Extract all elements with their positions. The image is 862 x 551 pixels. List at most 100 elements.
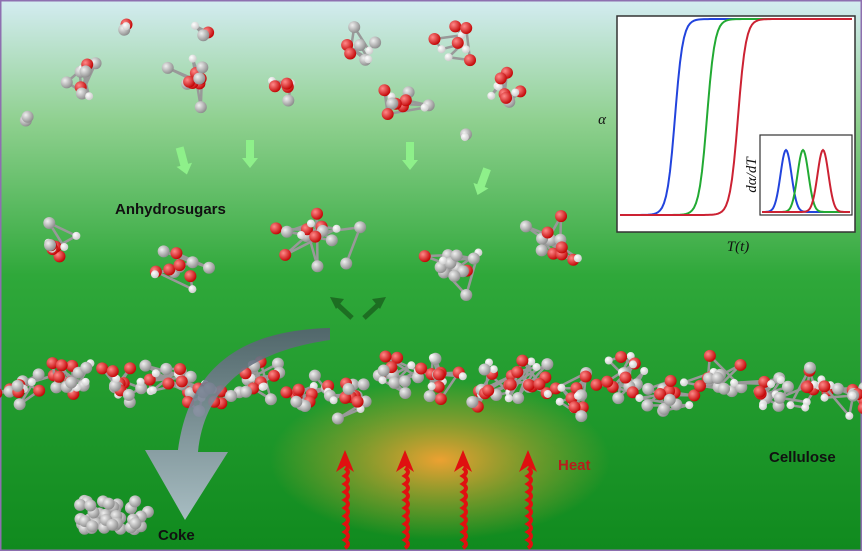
atom bbox=[505, 394, 513, 402]
atom bbox=[511, 88, 519, 96]
atom bbox=[464, 54, 476, 66]
atom bbox=[139, 360, 151, 372]
atom bbox=[195, 101, 207, 113]
atom bbox=[804, 362, 816, 374]
atom bbox=[86, 520, 98, 532]
atom bbox=[65, 376, 77, 388]
atom bbox=[421, 104, 429, 112]
atom bbox=[50, 381, 62, 393]
atom bbox=[12, 380, 24, 392]
atom bbox=[451, 249, 463, 261]
atom bbox=[152, 369, 160, 377]
atom bbox=[490, 365, 498, 373]
atom bbox=[399, 375, 411, 387]
atom bbox=[196, 61, 208, 73]
atom bbox=[174, 363, 186, 375]
atom bbox=[718, 383, 730, 395]
atom bbox=[279, 249, 291, 261]
atom bbox=[820, 394, 828, 402]
atom bbox=[378, 364, 390, 376]
atom bbox=[293, 384, 305, 396]
atom bbox=[378, 376, 386, 384]
atom bbox=[712, 372, 724, 384]
atom bbox=[415, 363, 427, 375]
atom bbox=[348, 21, 360, 33]
atom bbox=[612, 392, 624, 404]
atom bbox=[520, 220, 532, 232]
atom bbox=[103, 498, 115, 510]
atom bbox=[33, 368, 45, 380]
inset-x-label: T(t) bbox=[727, 239, 750, 255]
atom bbox=[197, 29, 209, 41]
atom bbox=[460, 22, 472, 34]
page: α T(t) dα/dT Anhydrosugars Heat Cellulos… bbox=[0, 0, 862, 551]
atom bbox=[43, 217, 55, 229]
atom bbox=[176, 375, 188, 387]
atom bbox=[309, 370, 321, 382]
atom bbox=[439, 257, 447, 265]
atom bbox=[56, 359, 68, 371]
atom bbox=[459, 372, 467, 380]
atom bbox=[523, 379, 535, 391]
atom bbox=[640, 367, 648, 375]
atom bbox=[407, 361, 415, 369]
atom bbox=[107, 365, 119, 377]
atom bbox=[428, 382, 436, 390]
atom bbox=[438, 45, 446, 53]
atom bbox=[557, 384, 565, 392]
atom bbox=[369, 36, 381, 48]
atom bbox=[364, 55, 372, 63]
atom bbox=[149, 386, 157, 394]
atom bbox=[479, 363, 491, 375]
atom bbox=[435, 393, 447, 405]
atom bbox=[468, 253, 480, 265]
atom bbox=[297, 231, 305, 239]
atom bbox=[774, 392, 786, 404]
atom bbox=[635, 394, 643, 402]
atom bbox=[448, 270, 460, 282]
atom bbox=[269, 80, 281, 92]
atom bbox=[281, 78, 293, 90]
atom bbox=[527, 358, 535, 366]
cellulose-label: Cellulose bbox=[769, 449, 836, 466]
atom bbox=[122, 22, 130, 30]
atom bbox=[309, 231, 321, 243]
atom bbox=[601, 376, 613, 388]
atom bbox=[240, 386, 252, 398]
atom bbox=[225, 390, 237, 402]
atom bbox=[259, 383, 267, 391]
atom bbox=[556, 241, 568, 253]
atom bbox=[343, 383, 355, 395]
atom bbox=[641, 400, 653, 412]
atom bbox=[129, 517, 141, 529]
atom bbox=[188, 285, 196, 293]
atom bbox=[270, 222, 282, 234]
atom bbox=[358, 378, 370, 390]
atom bbox=[344, 47, 356, 59]
atom bbox=[74, 499, 86, 511]
atom bbox=[162, 377, 174, 389]
atom bbox=[44, 239, 56, 251]
atom bbox=[158, 245, 170, 257]
atom bbox=[533, 378, 545, 390]
atom bbox=[495, 72, 507, 84]
atom bbox=[311, 260, 323, 272]
atom bbox=[845, 412, 853, 420]
atom bbox=[399, 387, 411, 399]
atom bbox=[123, 389, 135, 401]
atom bbox=[265, 393, 277, 405]
atom bbox=[767, 380, 775, 388]
atom bbox=[85, 92, 93, 100]
atom bbox=[629, 360, 637, 368]
atom bbox=[620, 372, 632, 384]
atom bbox=[280, 386, 292, 398]
atom bbox=[326, 234, 338, 246]
atom bbox=[605, 356, 613, 364]
atom bbox=[665, 375, 677, 387]
heat-label: Heat bbox=[558, 457, 591, 474]
atom bbox=[449, 20, 461, 32]
atom bbox=[782, 381, 794, 393]
atom bbox=[419, 250, 431, 262]
atom bbox=[512, 392, 524, 404]
atom bbox=[466, 396, 478, 408]
